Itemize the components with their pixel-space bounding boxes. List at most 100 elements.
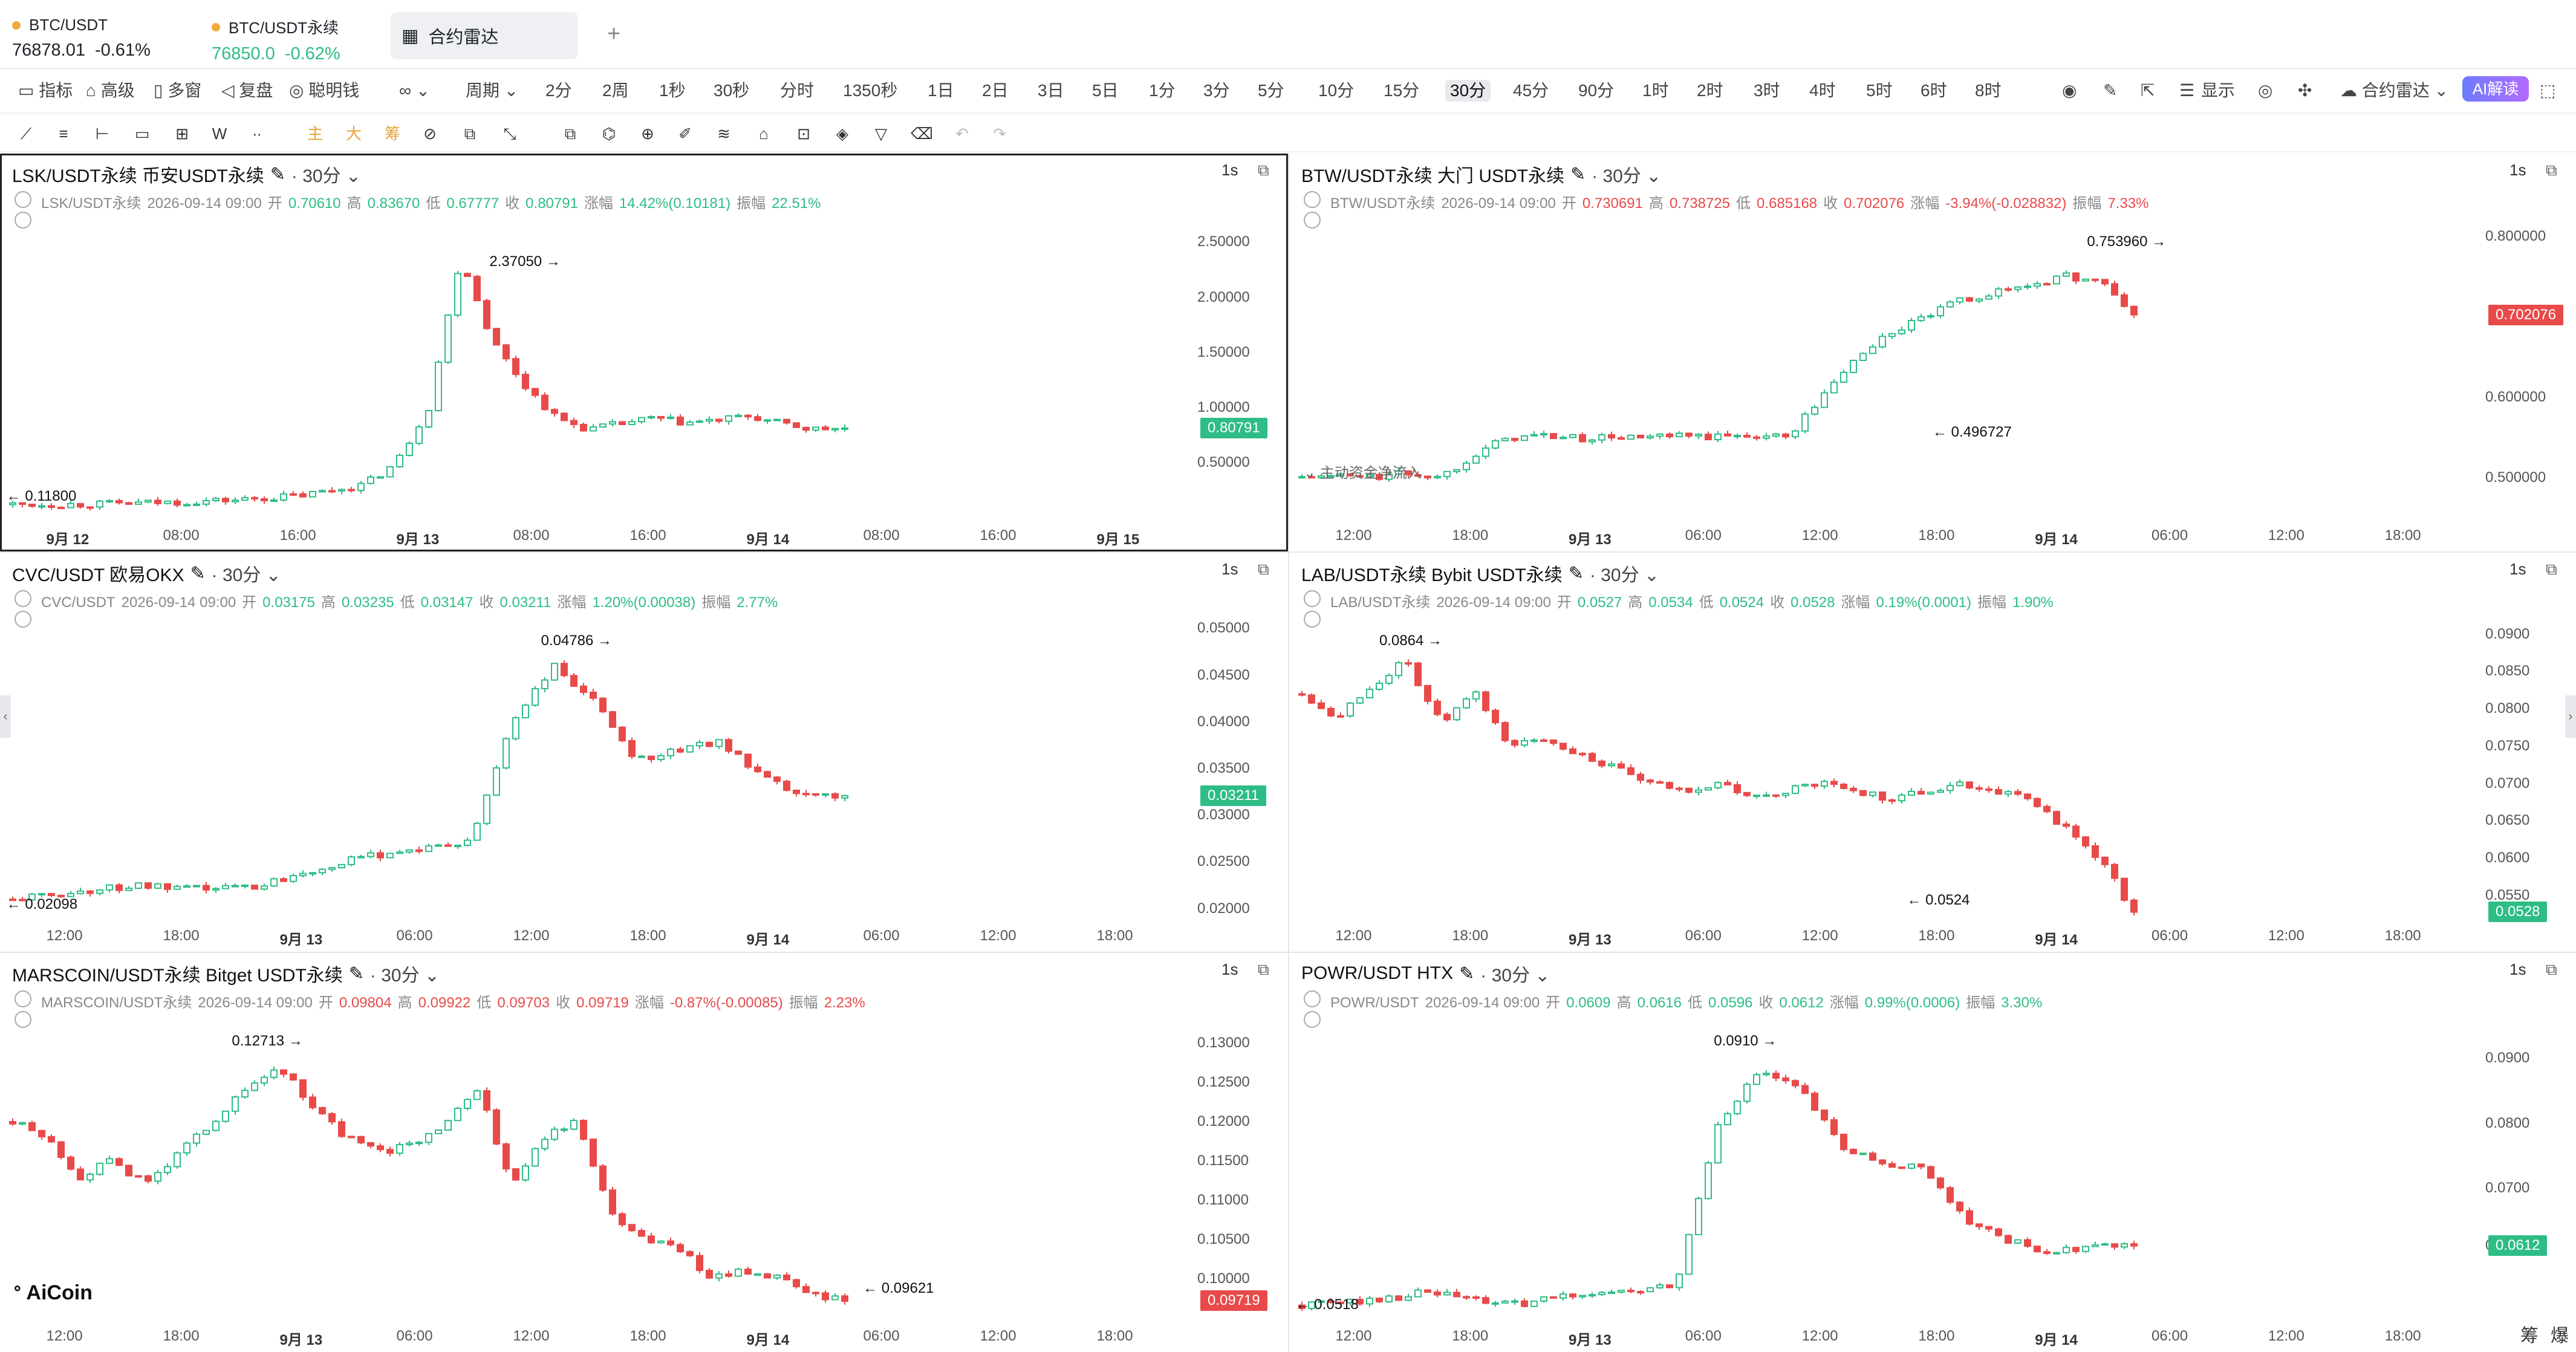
- candlestick-chart[interactable]: [1289, 553, 2576, 952]
- measure-icon[interactable]: ⤡: [503, 125, 516, 143]
- period-16[interactable]: 45分: [1513, 81, 1549, 100]
- toolbar-item-3[interactable]: ◁ 复盘: [221, 80, 273, 102]
- period-24[interactable]: 8时: [1975, 81, 2002, 100]
- chart-panel-1[interactable]: BTW/USDT永续 大门 USDT永续 ✎ · 30分 ⌄ 1s ⧉ BTW/USDT永…: [1289, 154, 2576, 551]
- period-18[interactable]: 1时: [1642, 81, 1669, 100]
- chart-panel-2[interactable]: CVC/USDT 欧易OKX ✎ · 30分 ⌄ 1s ⧉ CVC/USDT 2026-09…: [0, 553, 1288, 952]
- period-3[interactable]: 30秒: [714, 81, 750, 100]
- dots-icon[interactable]: ∙∙: [252, 125, 262, 143]
- collapse-left-handle[interactable]: ‹: [0, 695, 11, 738]
- eye-icon[interactable]: ◈: [836, 125, 848, 143]
- settings-icon[interactable]: ◎: [2258, 81, 2273, 100]
- timeframe-label[interactable]: · 30分 ⌄: [1592, 166, 1662, 186]
- period-9[interactable]: 5日: [1092, 81, 1119, 100]
- indicator-toggle-2[interactable]: 筹: [384, 125, 400, 143]
- period-12[interactable]: 5分: [1258, 81, 1284, 100]
- wave-icon[interactable]: W: [212, 125, 227, 143]
- period-6[interactable]: 1日: [928, 81, 954, 100]
- maximize-icon[interactable]: ⧉: [1258, 161, 1269, 179]
- indicator-toggle-1[interactable]: 大: [345, 125, 362, 143]
- ticker-btc-spot[interactable]: BTC/USDT 76878.01 -0.61%: [12, 16, 160, 60]
- expand-indicator-icon[interactable]: [1304, 212, 1321, 229]
- refresh-interval[interactable]: 1s: [1221, 960, 1238, 978]
- maximize-icon[interactable]: ⧉: [1258, 560, 1269, 578]
- expand-indicator-icon[interactable]: [1304, 1011, 1321, 1028]
- period-20[interactable]: 3时: [1754, 81, 1780, 100]
- marker-icon[interactable]: ✐: [678, 125, 692, 143]
- sidebar-toggle-icon[interactable]: ⬚: [2540, 81, 2556, 100]
- period-15[interactable]: 30分: [1445, 80, 1491, 102]
- candlestick-chart[interactable]: [1289, 154, 2576, 551]
- period-23[interactable]: 6时: [1921, 81, 1947, 100]
- fullscreen-icon[interactable]: ✣: [2298, 81, 2312, 100]
- period-14[interactable]: 15分: [1384, 81, 1420, 100]
- lock-icon[interactable]: ⌂: [759, 125, 769, 143]
- period-4[interactable]: 分时: [780, 81, 815, 100]
- panel-title[interactable]: LSK/USDT永续 币安USDT永续 ✎ · 30分 ⌄: [12, 161, 361, 187]
- hlines-icon[interactable]: ≡: [59, 125, 68, 143]
- collapse-info-icon[interactable]: [15, 590, 31, 607]
- collapse-info-icon[interactable]: [1304, 590, 1321, 607]
- collapse-info-icon[interactable]: [1304, 191, 1321, 208]
- panel-title[interactable]: MARSCOIN/USDT永续 Bitget USDT永续 ✎ · 30分 ⌄: [12, 960, 440, 987]
- panel-title[interactable]: CVC/USDT 欧易OKX ✎ · 30分 ⌄: [12, 560, 281, 587]
- chips-button[interactable]: 筹: [2520, 1326, 2539, 1346]
- collapse-info-icon[interactable]: [1304, 990, 1321, 1007]
- chart-panel-5[interactable]: POWR/USDT HTX ✎ · 30分 ⌄ 1s ⧉ POWR/USDT 2026-09…: [1289, 953, 2576, 1352]
- period-10[interactable]: 1分: [1149, 81, 1176, 100]
- period-19[interactable]: 2时: [1697, 81, 1723, 100]
- liquidation-button[interactable]: 爆: [2551, 1326, 2569, 1346]
- timeframe-label[interactable]: · 30分 ⌄: [211, 565, 281, 585]
- refresh-interval[interactable]: 1s: [1221, 161, 1238, 179]
- toolbar-item-2[interactable]: ▯ 多窗: [154, 80, 201, 102]
- expand-indicator-icon[interactable]: [15, 611, 31, 628]
- expand-indicator-icon[interactable]: [15, 1011, 31, 1028]
- maximize-icon[interactable]: ⧉: [1258, 960, 1269, 978]
- chain-dropdown[interactable]: ∞ ⌄: [399, 81, 431, 100]
- tab-contract-radar[interactable]: ▦ 合约雷达: [391, 12, 578, 59]
- edit-icon[interactable]: ✎: [270, 164, 285, 184]
- period-22[interactable]: 5时: [1866, 81, 1893, 100]
- timeframe-label[interactable]: · 30分 ⌄: [369, 966, 440, 986]
- camera-icon[interactable]: ◉: [2062, 81, 2077, 100]
- collapse-info-icon[interactable]: [15, 990, 31, 1007]
- refresh-interval[interactable]: 1s: [2509, 560, 2526, 578]
- panel-title[interactable]: LAB/USDT永续 Bybit USDT永续 ✎ · 30分 ⌄: [1301, 560, 1659, 587]
- layout-icon[interactable]: ☰: [2179, 81, 2195, 100]
- refresh-interval[interactable]: 1s: [2509, 960, 2526, 978]
- period-dropdown[interactable]: 周期 ⌄: [466, 80, 518, 102]
- redo-icon[interactable]: ↷: [993, 125, 1006, 143]
- edit-icon[interactable]: ✎: [1568, 563, 1584, 583]
- indicator-toggle-0[interactable]: 主: [307, 125, 323, 143]
- timeframe-label[interactable]: · 30分 ⌄: [1589, 565, 1660, 585]
- add-tab-icon[interactable]: +: [607, 21, 621, 47]
- brush-icon[interactable]: ≋: [717, 125, 730, 143]
- period-2[interactable]: 1秒: [659, 81, 686, 100]
- collapse-right-handle[interactable]: ›: [2565, 695, 2576, 738]
- ai-read-button[interactable]: AI解读: [2462, 76, 2529, 102]
- zoom-icon[interactable]: ⊕: [641, 125, 654, 143]
- ray-icon[interactable]: ⊢: [95, 125, 109, 143]
- toolbar-item-4[interactable]: ◎ 聪明钱: [289, 80, 359, 102]
- fib-icon[interactable]: ⊘: [423, 125, 437, 143]
- candlestick-chart[interactable]: [1289, 953, 2576, 1352]
- expand-indicator-icon[interactable]: [1304, 611, 1321, 628]
- panel-title[interactable]: POWR/USDT HTX ✎ · 30分 ⌄: [1301, 960, 1550, 987]
- collapse-info-icon[interactable]: [15, 191, 31, 208]
- expand-indicator-icon[interactable]: [15, 212, 31, 229]
- ticker-btc-perp[interactable]: BTC/USDT永续 76850.0 -0.62%: [212, 16, 350, 64]
- ruler-icon[interactable]: ⌬: [602, 125, 616, 143]
- period-0[interactable]: 2分: [545, 81, 572, 100]
- undo-icon[interactable]: ↶: [955, 125, 969, 143]
- maximize-icon[interactable]: ⧉: [2546, 560, 2557, 578]
- period-7[interactable]: 2日: [982, 81, 1009, 100]
- period-5[interactable]: 1350秒: [843, 81, 898, 100]
- candlestick-chart[interactable]: [0, 154, 1288, 551]
- candlestick-chart[interactable]: [0, 553, 1288, 952]
- toolbar-item-0[interactable]: ▭ 指标: [18, 80, 73, 102]
- refresh-interval[interactable]: 1s: [1221, 560, 1238, 578]
- period-11[interactable]: 3分: [1203, 81, 1230, 100]
- export-icon[interactable]: ⇱: [2141, 81, 2155, 100]
- copy-icon[interactable]: ⧉: [564, 125, 576, 143]
- period-13[interactable]: 10分: [1318, 81, 1355, 100]
